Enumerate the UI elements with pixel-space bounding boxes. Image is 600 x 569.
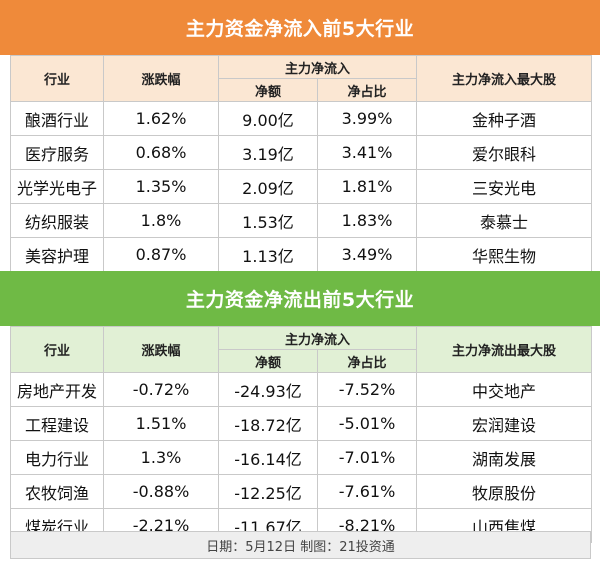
cell-ratio: -7.52% (316, 372, 418, 407)
table-row: 美容护理 0.87% 1.13亿 3.49% 华熙生物 (10, 237, 593, 272)
cell-industry: 酿酒行业 (10, 101, 104, 136)
header-top-stock: 主力净流出最大股 (416, 326, 593, 373)
outflow-title: 主力资金净流出前5大行业 (0, 271, 600, 326)
cell-industry: 农牧饲渔 (10, 474, 104, 509)
cell-stock: 宏润建设 (416, 406, 593, 441)
header-ratio: 净占比 (316, 349, 418, 373)
table-row: 医疗服务 0.68% 3.19亿 3.41% 爱尔眼科 (10, 135, 593, 170)
cell-amount: 1.13亿 (218, 237, 318, 272)
header-net-group: 主力净流入 (217, 55, 418, 79)
cell-amount: 9.00亿 (218, 101, 318, 136)
cell-amount: -18.72亿 (218, 406, 318, 441)
cell-ratio: 1.83% (316, 203, 418, 238)
table-row: 房地产开发 -0.72% -24.93亿 -7.52% 中交地产 (10, 372, 593, 407)
cell-stock: 金种子酒 (416, 101, 593, 136)
cell-ratio: 3.49% (316, 237, 418, 272)
cell-amount: 1.53亿 (218, 203, 318, 238)
table-row: 农牧饲渔 -0.88% -12.25亿 -7.61% 牧原股份 (10, 474, 593, 509)
header-change: 涨跌幅 (103, 326, 219, 373)
cell-change: 0.68% (103, 135, 219, 170)
cell-change: 1.62% (103, 101, 219, 136)
header-ratio: 净占比 (316, 78, 418, 102)
outflow-table: 行业 涨跌幅 主力净流入 主力净流出最大股 净额 净占比 房地产开发 -0.72… (10, 326, 593, 543)
header-amount: 净额 (218, 78, 318, 102)
cell-industry: 美容护理 (10, 237, 104, 272)
cell-industry: 光学光电子 (10, 169, 104, 204)
header-industry: 行业 (10, 326, 104, 373)
cell-change: -0.88% (103, 474, 219, 509)
cell-industry: 房地产开发 (10, 372, 104, 407)
table-row: 光学光电子 1.35% 2.09亿 1.81% 三安光电 (10, 169, 593, 204)
inflow-title: 主力资金净流入前5大行业 (0, 0, 600, 55)
cell-ratio: -5.01% (316, 406, 418, 441)
table-row: 纺织服装 1.8% 1.53亿 1.83% 泰慕士 (10, 203, 593, 238)
header-amount: 净额 (218, 349, 318, 373)
header-change: 涨跌幅 (103, 55, 219, 102)
cell-stock: 牧原股份 (416, 474, 593, 509)
cell-industry: 纺织服装 (10, 203, 104, 238)
table-row: 酿酒行业 1.62% 9.00亿 3.99% 金种子酒 (10, 101, 593, 136)
cell-amount: 2.09亿 (218, 169, 318, 204)
header-net-group: 主力净流入 (217, 326, 418, 350)
cell-ratio: 1.81% (316, 169, 418, 204)
cell-industry: 工程建设 (10, 406, 104, 441)
cell-change: -0.72% (103, 372, 219, 407)
cell-change: 1.35% (103, 169, 219, 204)
cell-change: 1.8% (103, 203, 219, 238)
table-row: 工程建设 1.51% -18.72亿 -5.01% 宏润建设 (10, 406, 593, 441)
cell-change: 1.51% (103, 406, 219, 441)
cell-amount: 3.19亿 (218, 135, 318, 170)
cell-stock: 华熙生物 (416, 237, 593, 272)
cell-ratio: 3.41% (316, 135, 418, 170)
cell-amount: -16.14亿 (218, 440, 318, 475)
table-row: 电力行业 1.3% -16.14亿 -7.01% 湖南发展 (10, 440, 593, 475)
cell-stock: 湖南发展 (416, 440, 593, 475)
cell-change: 0.87% (103, 237, 219, 272)
cell-ratio: -7.01% (316, 440, 418, 475)
header-top-stock: 主力净流入最大股 (416, 55, 593, 102)
cell-stock: 三安光电 (416, 169, 593, 204)
cell-industry: 电力行业 (10, 440, 104, 475)
footer-credit: 日期：5月12日 制图：21投资通 (10, 531, 591, 559)
cell-industry: 医疗服务 (10, 135, 104, 170)
cell-amount: -24.93亿 (218, 372, 318, 407)
cell-stock: 中交地产 (416, 372, 593, 407)
inflow-table: 行业 涨跌幅 主力净流入 主力净流入最大股 净额 净占比 酿酒行业 1.62% … (10, 55, 593, 272)
cell-ratio: -7.61% (316, 474, 418, 509)
header-industry: 行业 (10, 55, 104, 102)
cell-change: 1.3% (103, 440, 219, 475)
cell-stock: 爱尔眼科 (416, 135, 593, 170)
cell-stock: 泰慕士 (416, 203, 593, 238)
cell-ratio: 3.99% (316, 101, 418, 136)
cell-amount: -12.25亿 (218, 474, 318, 509)
